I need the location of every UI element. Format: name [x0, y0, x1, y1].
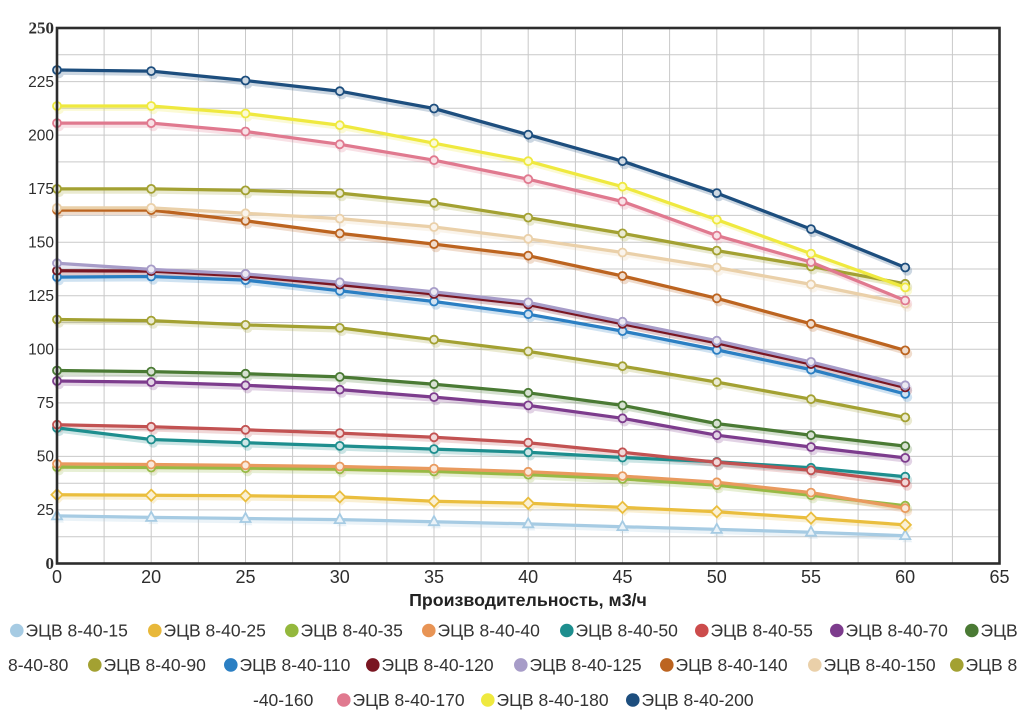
svg-text:200: 200	[28, 127, 54, 144]
svg-text:175: 175	[28, 181, 54, 198]
svg-text:35: 35	[424, 567, 444, 587]
svg-text:60: 60	[895, 567, 915, 587]
svg-text:ЭЦВ 8-40-25: ЭЦВ 8-40-25	[164, 621, 266, 641]
svg-text:0: 0	[52, 567, 62, 587]
svg-text:ЭЦВ: ЭЦВ	[981, 621, 1018, 641]
svg-text:40: 40	[518, 567, 538, 587]
svg-text:ЭЦВ 8-40-140: ЭЦВ 8-40-140	[676, 655, 788, 675]
svg-text:225: 225	[28, 74, 54, 91]
svg-text:ЭЦВ 8-40-120: ЭЦВ 8-40-120	[382, 655, 494, 675]
svg-text:0: 0	[46, 554, 55, 573]
svg-text:25: 25	[235, 567, 255, 587]
svg-text:ЭЦВ 8-40-180: ЭЦВ 8-40-180	[497, 690, 609, 710]
svg-text:ЭЦВ 8-40-40: ЭЦВ 8-40-40	[438, 621, 541, 641]
svg-text:100: 100	[28, 342, 54, 359]
svg-text:25: 25	[37, 502, 54, 519]
svg-text:125: 125	[28, 288, 54, 305]
svg-text:20: 20	[141, 567, 161, 587]
svg-text:ЭЦВ 8-40-125: ЭЦВ 8-40-125	[530, 655, 642, 675]
svg-text:50: 50	[707, 567, 727, 587]
svg-text:75: 75	[37, 395, 54, 412]
svg-text:ЭЦВ 8-40-170: ЭЦВ 8-40-170	[353, 690, 465, 710]
svg-text:45: 45	[612, 567, 632, 587]
svg-text:8-40-80: 8-40-80	[8, 655, 69, 675]
svg-text:ЭЦВ 8-40-110: ЭЦВ 8-40-110	[240, 655, 351, 675]
svg-text:ЭЦВ 8-40-150: ЭЦВ 8-40-150	[824, 655, 936, 675]
svg-text:50: 50	[37, 449, 55, 466]
svg-text:ЭЦВ 8: ЭЦВ 8	[966, 655, 1018, 675]
svg-text:Производительность, м3/ч: Производительность, м3/ч	[409, 590, 647, 610]
svg-text:55: 55	[801, 567, 821, 587]
svg-text:ЭЦВ 8-40-35: ЭЦВ 8-40-35	[301, 621, 403, 641]
svg-text:ЭЦВ 8-40-15: ЭЦВ 8-40-15	[26, 621, 128, 641]
svg-text:250: 250	[29, 19, 55, 38]
svg-text:150: 150	[28, 234, 54, 251]
svg-text:65: 65	[989, 567, 1009, 587]
svg-text:ЭЦВ 8-40-70: ЭЦВ 8-40-70	[846, 621, 949, 641]
svg-text:-40-160: -40-160	[253, 690, 314, 710]
svg-text:ЭЦВ 8-40-50: ЭЦВ 8-40-50	[576, 621, 679, 641]
svg-text:ЭЦВ 8-40-200: ЭЦВ 8-40-200	[642, 690, 754, 710]
svg-text:ЭЦВ 8-40-55: ЭЦВ 8-40-55	[711, 621, 813, 641]
svg-text:ЭЦВ 8-40-90: ЭЦВ 8-40-90	[104, 655, 207, 675]
svg-text:30: 30	[330, 567, 350, 587]
